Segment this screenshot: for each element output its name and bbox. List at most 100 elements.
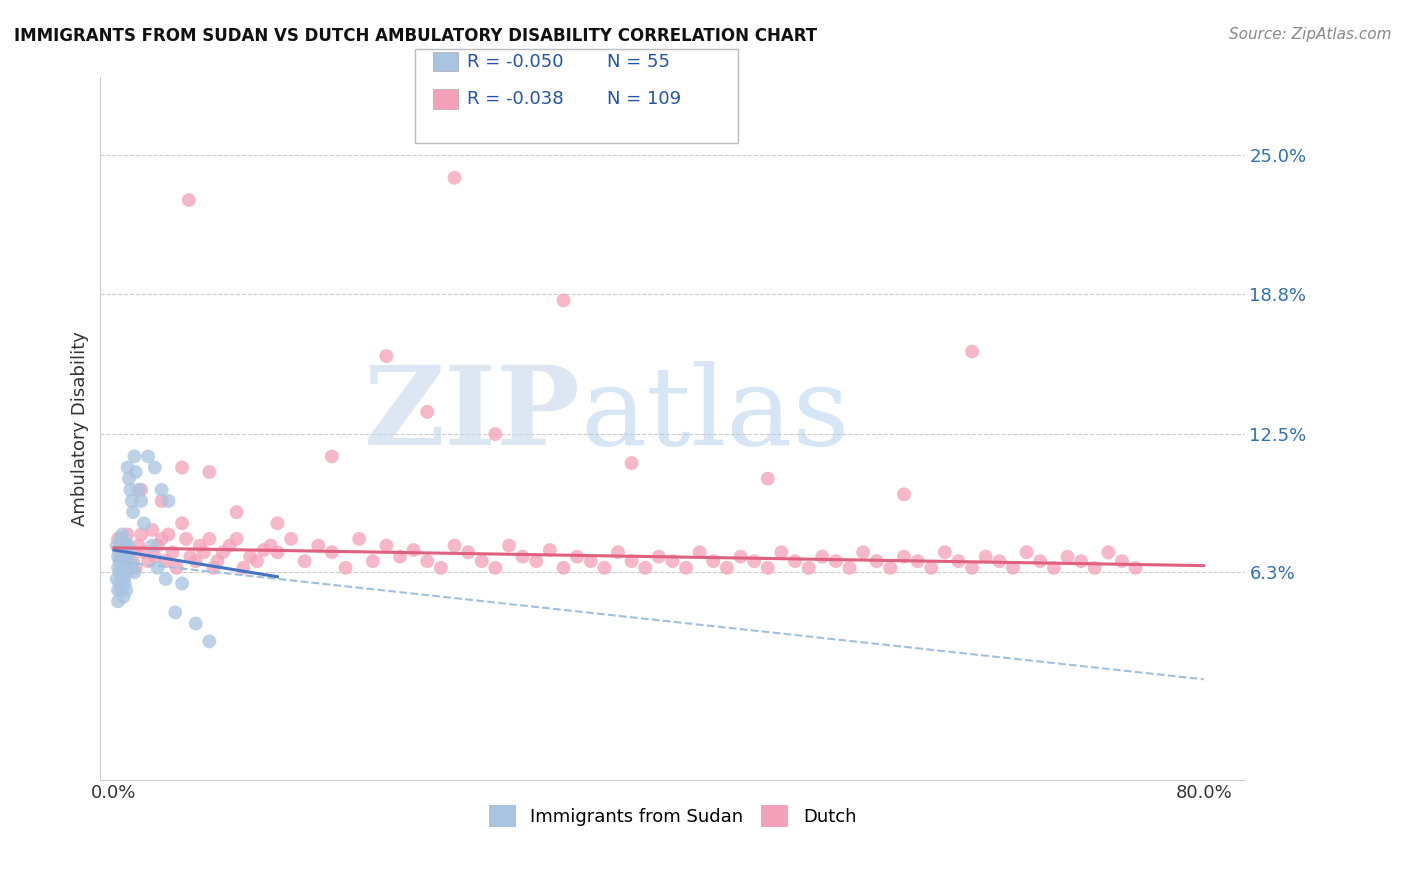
Point <box>121 494 143 508</box>
Point <box>538 543 561 558</box>
Point <box>783 554 806 568</box>
Point <box>443 170 465 185</box>
Point <box>125 465 148 479</box>
Point <box>118 472 141 486</box>
Point <box>335 561 357 575</box>
Point <box>112 590 135 604</box>
Point <box>124 450 146 464</box>
Point <box>202 561 225 575</box>
Point <box>416 405 439 419</box>
Point <box>112 545 135 559</box>
Point <box>960 344 983 359</box>
Point <box>110 554 132 568</box>
Point <box>347 532 370 546</box>
Point <box>155 572 177 586</box>
Point <box>512 549 534 564</box>
Point <box>218 539 240 553</box>
Point <box>246 554 269 568</box>
Point <box>1125 561 1147 575</box>
Text: N = 55: N = 55 <box>607 53 671 70</box>
Point <box>266 516 288 531</box>
Point <box>112 539 135 553</box>
Point <box>114 576 136 591</box>
Point <box>136 450 159 464</box>
Point <box>702 554 724 568</box>
Point <box>1056 549 1078 564</box>
Point <box>136 554 159 568</box>
Point <box>232 561 254 575</box>
Point <box>132 516 155 531</box>
Point <box>852 545 875 559</box>
Text: Source: ZipAtlas.com: Source: ZipAtlas.com <box>1229 27 1392 42</box>
Point <box>756 472 779 486</box>
Point <box>207 554 229 568</box>
Point <box>146 561 169 575</box>
Point <box>117 539 139 553</box>
Point <box>593 561 616 575</box>
Point <box>280 532 302 546</box>
Point <box>110 566 132 580</box>
Point <box>825 554 848 568</box>
Point <box>198 634 221 648</box>
Point <box>675 561 697 575</box>
Point <box>150 494 173 508</box>
Point <box>375 539 398 553</box>
Point <box>689 545 711 559</box>
Point <box>155 554 177 568</box>
Point <box>1084 561 1107 575</box>
Point <box>553 561 575 575</box>
Point <box>125 561 148 575</box>
Point <box>607 545 630 559</box>
Point <box>498 539 520 553</box>
Point <box>177 193 200 207</box>
Point <box>1043 561 1066 575</box>
Point <box>115 536 138 550</box>
Point <box>129 494 152 508</box>
Point <box>117 460 139 475</box>
Point <box>579 554 602 568</box>
Point <box>879 561 901 575</box>
Point <box>108 576 131 591</box>
Text: ZIP: ZIP <box>364 361 581 468</box>
Point <box>239 549 262 564</box>
Point <box>108 554 131 568</box>
Point <box>893 487 915 501</box>
Point <box>321 450 343 464</box>
Point <box>124 566 146 580</box>
Point <box>110 583 132 598</box>
Point <box>253 543 276 558</box>
Point <box>122 554 145 568</box>
Text: atlas: atlas <box>581 361 851 468</box>
Point <box>117 527 139 541</box>
Point <box>920 561 942 575</box>
Text: R = -0.038: R = -0.038 <box>467 90 564 108</box>
Point <box>129 483 152 497</box>
Point <box>661 554 683 568</box>
Point <box>115 557 138 571</box>
Point <box>162 545 184 559</box>
Legend: Immigrants from Sudan, Dutch: Immigrants from Sudan, Dutch <box>481 797 863 834</box>
Text: R = -0.050: R = -0.050 <box>467 53 564 70</box>
Point <box>402 543 425 558</box>
Point <box>225 532 247 546</box>
Point <box>484 561 506 575</box>
Point <box>553 293 575 308</box>
Point <box>114 543 136 558</box>
Point <box>110 532 132 546</box>
Point <box>157 494 180 508</box>
Point <box>107 594 129 608</box>
Point <box>150 532 173 546</box>
Point <box>565 549 588 564</box>
Point <box>730 549 752 564</box>
Point <box>361 554 384 568</box>
Point <box>150 483 173 497</box>
Point <box>105 539 128 553</box>
Point <box>948 554 970 568</box>
Point <box>198 532 221 546</box>
Point <box>174 532 197 546</box>
Text: IMMIGRANTS FROM SUDAN VS DUTCH AMBULATORY DISABILITY CORRELATION CHART: IMMIGRANTS FROM SUDAN VS DUTCH AMBULATOR… <box>14 27 817 45</box>
Point <box>121 561 143 575</box>
Point <box>111 527 134 541</box>
Point <box>146 539 169 553</box>
Point <box>111 567 134 582</box>
